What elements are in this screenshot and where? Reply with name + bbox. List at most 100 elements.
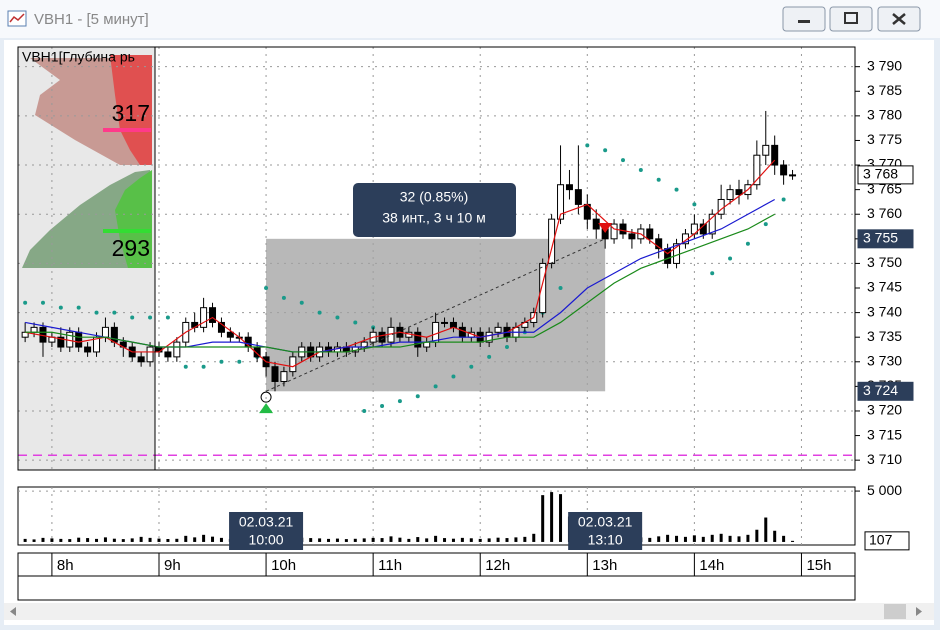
candle-body xyxy=(708,213,716,235)
volume-bar xyxy=(496,537,500,542)
sar-dot xyxy=(317,310,322,315)
volume-bar xyxy=(380,538,384,542)
x-tick-label: 13h xyxy=(592,557,617,574)
sar-dot xyxy=(94,310,99,315)
volume-bar xyxy=(327,538,331,542)
sar-dot xyxy=(264,286,269,291)
volume-bar xyxy=(362,538,366,542)
volume-bar xyxy=(683,536,687,542)
bid-highlight xyxy=(103,229,151,233)
minimize-icon xyxy=(798,20,810,23)
volume-bar xyxy=(344,539,348,542)
sar-dot xyxy=(558,286,563,291)
volume-bar xyxy=(407,538,411,542)
candle-body xyxy=(378,331,386,343)
time-label: 10:00 xyxy=(249,532,284,548)
scrollbar[interactable] xyxy=(4,603,934,620)
candle-body xyxy=(762,144,770,156)
volume-bar xyxy=(103,537,107,542)
y-tick-label: 3 750 xyxy=(867,254,902,270)
volume-bar xyxy=(559,494,563,542)
volume-bar xyxy=(451,538,455,542)
candle-body xyxy=(485,331,493,343)
candle-body xyxy=(110,326,118,343)
volume-bar xyxy=(416,537,420,542)
volume-bar xyxy=(550,492,554,542)
volume-bar xyxy=(737,536,741,542)
sar-dot xyxy=(451,374,456,379)
restore-button[interactable] xyxy=(829,6,873,32)
candle-body xyxy=(280,371,288,382)
sar-dot xyxy=(710,271,715,276)
y-tick-label: 3 785 xyxy=(867,82,902,98)
candle-body xyxy=(271,366,279,382)
signal-ring xyxy=(260,391,272,403)
volume-bar xyxy=(77,537,81,542)
volume-bar xyxy=(398,537,402,542)
volume-bar xyxy=(773,530,777,542)
price-label-box xyxy=(857,165,914,185)
tooltip-box xyxy=(353,183,516,237)
volume-bar xyxy=(728,535,732,542)
volume-bar xyxy=(112,538,116,542)
volume-bar xyxy=(157,538,161,542)
window-buttons[interactable] xyxy=(782,6,921,32)
x-tick-label: 9h xyxy=(164,557,181,574)
volume-bar xyxy=(309,538,313,542)
price-label: 3 724 xyxy=(863,382,898,398)
y-tick-label: 3 735 xyxy=(867,328,902,344)
sar-dot xyxy=(763,222,768,227)
candle-body xyxy=(726,189,734,200)
volume-bar xyxy=(68,539,72,542)
sar-dot xyxy=(335,315,340,320)
candle-body xyxy=(664,248,672,264)
volume-bar xyxy=(193,537,197,542)
indicator-line xyxy=(25,159,776,368)
volume-bar xyxy=(59,538,63,542)
sar-dot xyxy=(130,315,135,320)
y-tick-label: 3 740 xyxy=(867,303,902,319)
scroll-right[interactable] xyxy=(916,607,922,616)
tooltip-change: 32 (0.85%) xyxy=(400,189,468,205)
plot-frame xyxy=(17,46,856,471)
volume-bar xyxy=(532,533,536,542)
volume-bar xyxy=(371,537,375,542)
sar-dot xyxy=(165,315,170,320)
sar-dot xyxy=(112,310,117,315)
tooltip-info: 38 инт., 3 ч 10 м xyxy=(382,210,486,226)
volume-last-box xyxy=(864,531,910,551)
sar-dot xyxy=(58,305,63,310)
volume-bar xyxy=(460,537,464,542)
scroll-left[interactable] xyxy=(10,607,16,616)
candle-body xyxy=(21,331,29,338)
x-tick-label: 8h xyxy=(57,557,74,574)
y-tick-label: 3 710 xyxy=(867,451,902,467)
volume-bar xyxy=(692,535,696,542)
sar-dot xyxy=(620,158,625,163)
scroll-thumb[interactable] xyxy=(884,604,906,619)
date-label: 02.03.21 xyxy=(239,514,294,530)
sar-dot xyxy=(380,404,385,409)
sar-dot xyxy=(353,320,358,325)
minimize-button[interactable] xyxy=(782,6,826,32)
volume-frame xyxy=(17,486,856,546)
date-label: 02.03.21 xyxy=(578,514,633,530)
volume-bar xyxy=(335,538,339,542)
sar-dot xyxy=(299,300,304,305)
candle-body xyxy=(655,238,663,250)
candle-body xyxy=(226,331,234,338)
volume-bar xyxy=(764,517,768,542)
sar-dot xyxy=(656,177,661,182)
volume-bar xyxy=(487,538,491,542)
volume-bar xyxy=(50,538,54,542)
x-tick-label: 14h xyxy=(699,557,724,574)
indicator-line xyxy=(25,213,775,353)
volume-bar xyxy=(443,538,447,542)
volume-bar xyxy=(701,536,705,542)
candle-body xyxy=(780,164,788,176)
volume-bar xyxy=(746,534,750,542)
volume-bar xyxy=(41,537,45,542)
volume-bar xyxy=(434,535,438,542)
sar-dot xyxy=(148,315,153,320)
